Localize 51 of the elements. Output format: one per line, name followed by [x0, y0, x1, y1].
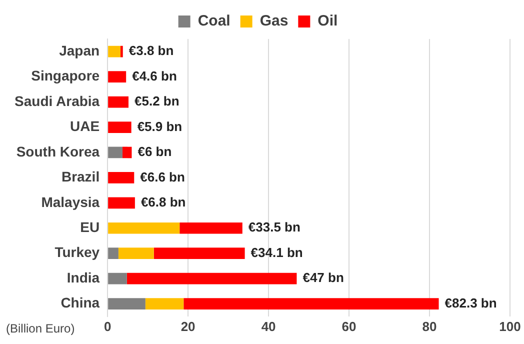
bar — [126, 272, 297, 284]
y-tick-label: Singapore — [31, 68, 100, 84]
y-tick-label: China — [60, 294, 100, 311]
x-tick-label: 0 — [104, 318, 112, 334]
bar — [108, 172, 134, 184]
x-tick-label: 80 — [422, 318, 437, 334]
total-label: €6 bn — [138, 144, 172, 160]
total-label: €33.5 bn — [248, 220, 300, 235]
y-tick-label: Saudi Arabia — [14, 92, 100, 109]
bar — [108, 46, 120, 58]
x-tick-label: 60 — [342, 318, 356, 334]
bar — [154, 248, 245, 260]
y-tick-label: Japan — [59, 42, 100, 58]
total-label: €47 bn — [302, 270, 344, 286]
bar — [180, 222, 242, 234]
bar — [108, 298, 146, 310]
legend-label: Oil — [318, 12, 338, 30]
bar — [108, 222, 180, 234]
bar — [108, 122, 132, 133]
bar — [108, 96, 129, 108]
bar — [108, 71, 126, 82]
y-tick-label: Malaysia — [41, 194, 100, 210]
total-label: €6.8 bn — [140, 194, 186, 210]
y-tick-label: EU — [80, 218, 100, 235]
bar — [108, 197, 135, 209]
bar — [118, 248, 154, 260]
y-tick-label: South Korea — [16, 143, 100, 160]
x-tick-label: 20 — [180, 318, 196, 334]
x-tick-label: 40 — [261, 318, 276, 334]
y-tick-label: Brazil — [61, 168, 100, 185]
total-label: €5.2 bn — [134, 94, 180, 109]
bar — [145, 298, 184, 310]
bar — [120, 46, 123, 58]
y-tick-label: Turkey — [54, 244, 100, 260]
total-label: €3.8 bn — [128, 43, 174, 58]
bar — [108, 272, 127, 284]
bar — [184, 298, 439, 310]
total-label: €5.9 bn — [137, 118, 182, 134]
total-label: €4.6 bn — [132, 68, 177, 84]
legend-label: Gas — [260, 12, 288, 30]
total-label: €34.1 bn — [250, 244, 303, 260]
total-label: €6.6 bn — [140, 169, 185, 184]
legend-label: Coal — [198, 12, 230, 30]
bar — [122, 146, 132, 158]
total-label: €82.3 bn — [444, 295, 497, 310]
y-tick-label: UAE — [70, 118, 100, 134]
y-tick-label: India — [66, 269, 100, 286]
bar — [108, 248, 118, 260]
bar — [108, 146, 122, 158]
x-axis-title: (Billion Euro) — [6, 322, 75, 336]
x-tick-label: 100 — [499, 318, 521, 334]
